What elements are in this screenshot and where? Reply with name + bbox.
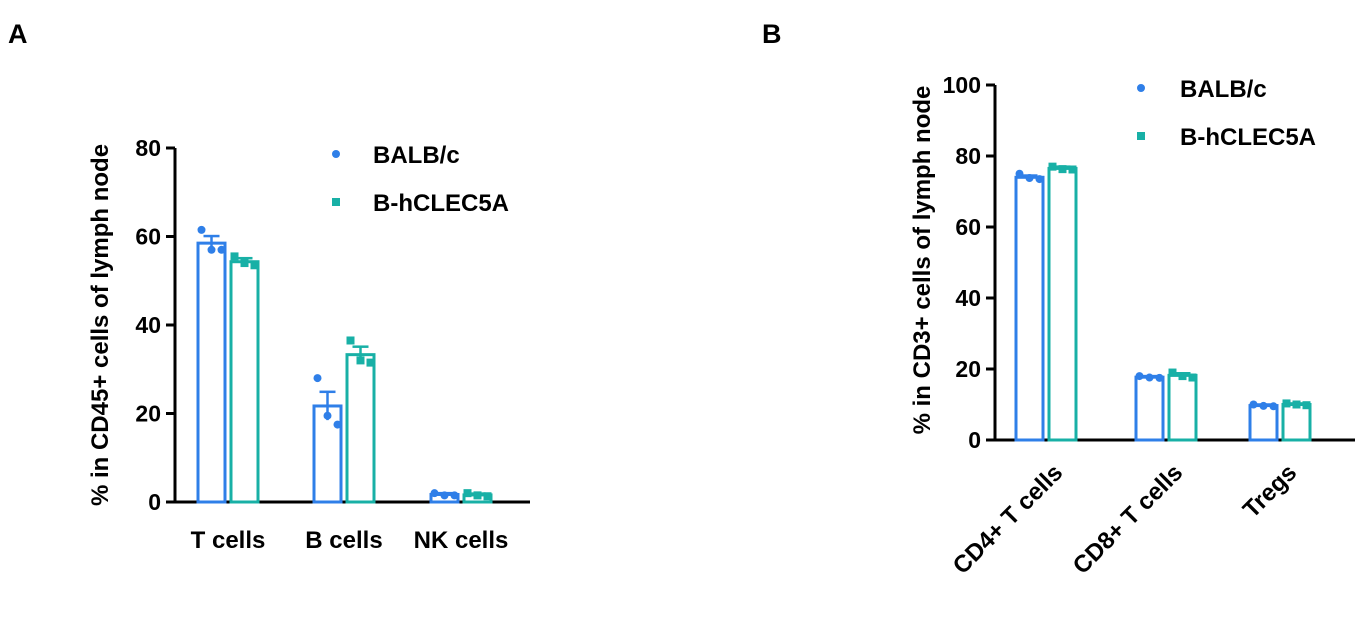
y-tick-label: 80 [955,143,981,169]
bar [1281,403,1312,442]
data-point [430,489,439,498]
data-point [207,245,216,254]
data-point [356,356,365,365]
y-tick-label: 100 [943,72,981,98]
data-point [1282,399,1291,408]
x-tick-label: Tregs [1238,459,1302,523]
data-point [1155,373,1164,382]
x-tick-label: B cells [305,527,382,554]
legend-label: B-hCLEC5A [373,190,509,217]
y-tick-label: 20 [955,356,981,382]
bar [229,260,260,504]
data-point [1135,372,1144,381]
legend-marker [1137,84,1145,92]
data-point [473,491,482,500]
legend-label: BALB/c [373,142,460,169]
y-axis-label: % in CD3+ cells of lymph node [909,86,936,435]
data-point [1145,373,1154,382]
y-tick-label: 20 [135,401,161,427]
x-tick-label: T cells [191,527,266,554]
y-axis-label: % in CD45+ cells of lymph node [87,144,114,506]
data-point [197,225,206,234]
bar [1134,375,1165,442]
bar [312,404,343,504]
bar [1167,373,1198,442]
data-point [230,252,239,261]
data-point [1188,373,1197,382]
y-tick-label: 0 [148,489,161,515]
data-point [1035,175,1044,184]
legend-marker [332,198,340,206]
legend-marker [1137,132,1145,140]
data-point [323,411,332,420]
data-point [450,491,459,500]
y-tick-label: 80 [135,135,161,161]
y-tick-label: 0 [968,427,981,453]
data-point [346,336,355,345]
legend-label: B-hCLEC5A [1180,124,1316,151]
data-point [1025,174,1034,183]
data-point [1302,401,1311,410]
x-tick-label: NK cells [414,527,509,554]
y-tick-label: 40 [955,285,981,311]
y-tick-label: 60 [955,214,981,240]
data-point [1259,401,1268,410]
x-tick-label: CD8+ T cells [1068,459,1188,579]
data-point [1015,169,1024,178]
chart-panel-b: B 0 20 40 60 80 100 % in CD3+ cells of lymph no… [762,19,1355,580]
data-point [217,245,226,254]
legend-marker [332,150,340,158]
panel-label: B [762,19,782,49]
data-point [440,491,449,500]
data-point [1178,372,1187,381]
data-point [1058,165,1067,174]
data-point [1292,400,1301,409]
data-point [1068,165,1077,174]
data-point [1168,368,1177,377]
data-point [313,374,322,383]
data-point [463,489,472,498]
y-tick-label: 60 [135,224,161,250]
bar [196,241,227,504]
bar [345,353,376,504]
data-point [1048,162,1057,171]
data-point [366,358,375,367]
data-point [1249,400,1258,409]
y-tick-label: 40 [135,312,161,338]
data-point [1269,402,1278,411]
data-point [250,261,259,270]
bar [1047,166,1078,442]
x-tick-label: CD4+ T cells [948,459,1068,579]
legend-label: BALB/c [1180,76,1267,103]
chart-panel-a: A 0 20 40 60 80 % in CD45+ cells of lymph node… [8,19,530,554]
data-point [333,420,342,429]
data-point [240,259,249,268]
bar [1248,404,1279,442]
data-point [483,492,492,501]
bar [1014,175,1045,442]
panel-label: A [8,19,28,49]
